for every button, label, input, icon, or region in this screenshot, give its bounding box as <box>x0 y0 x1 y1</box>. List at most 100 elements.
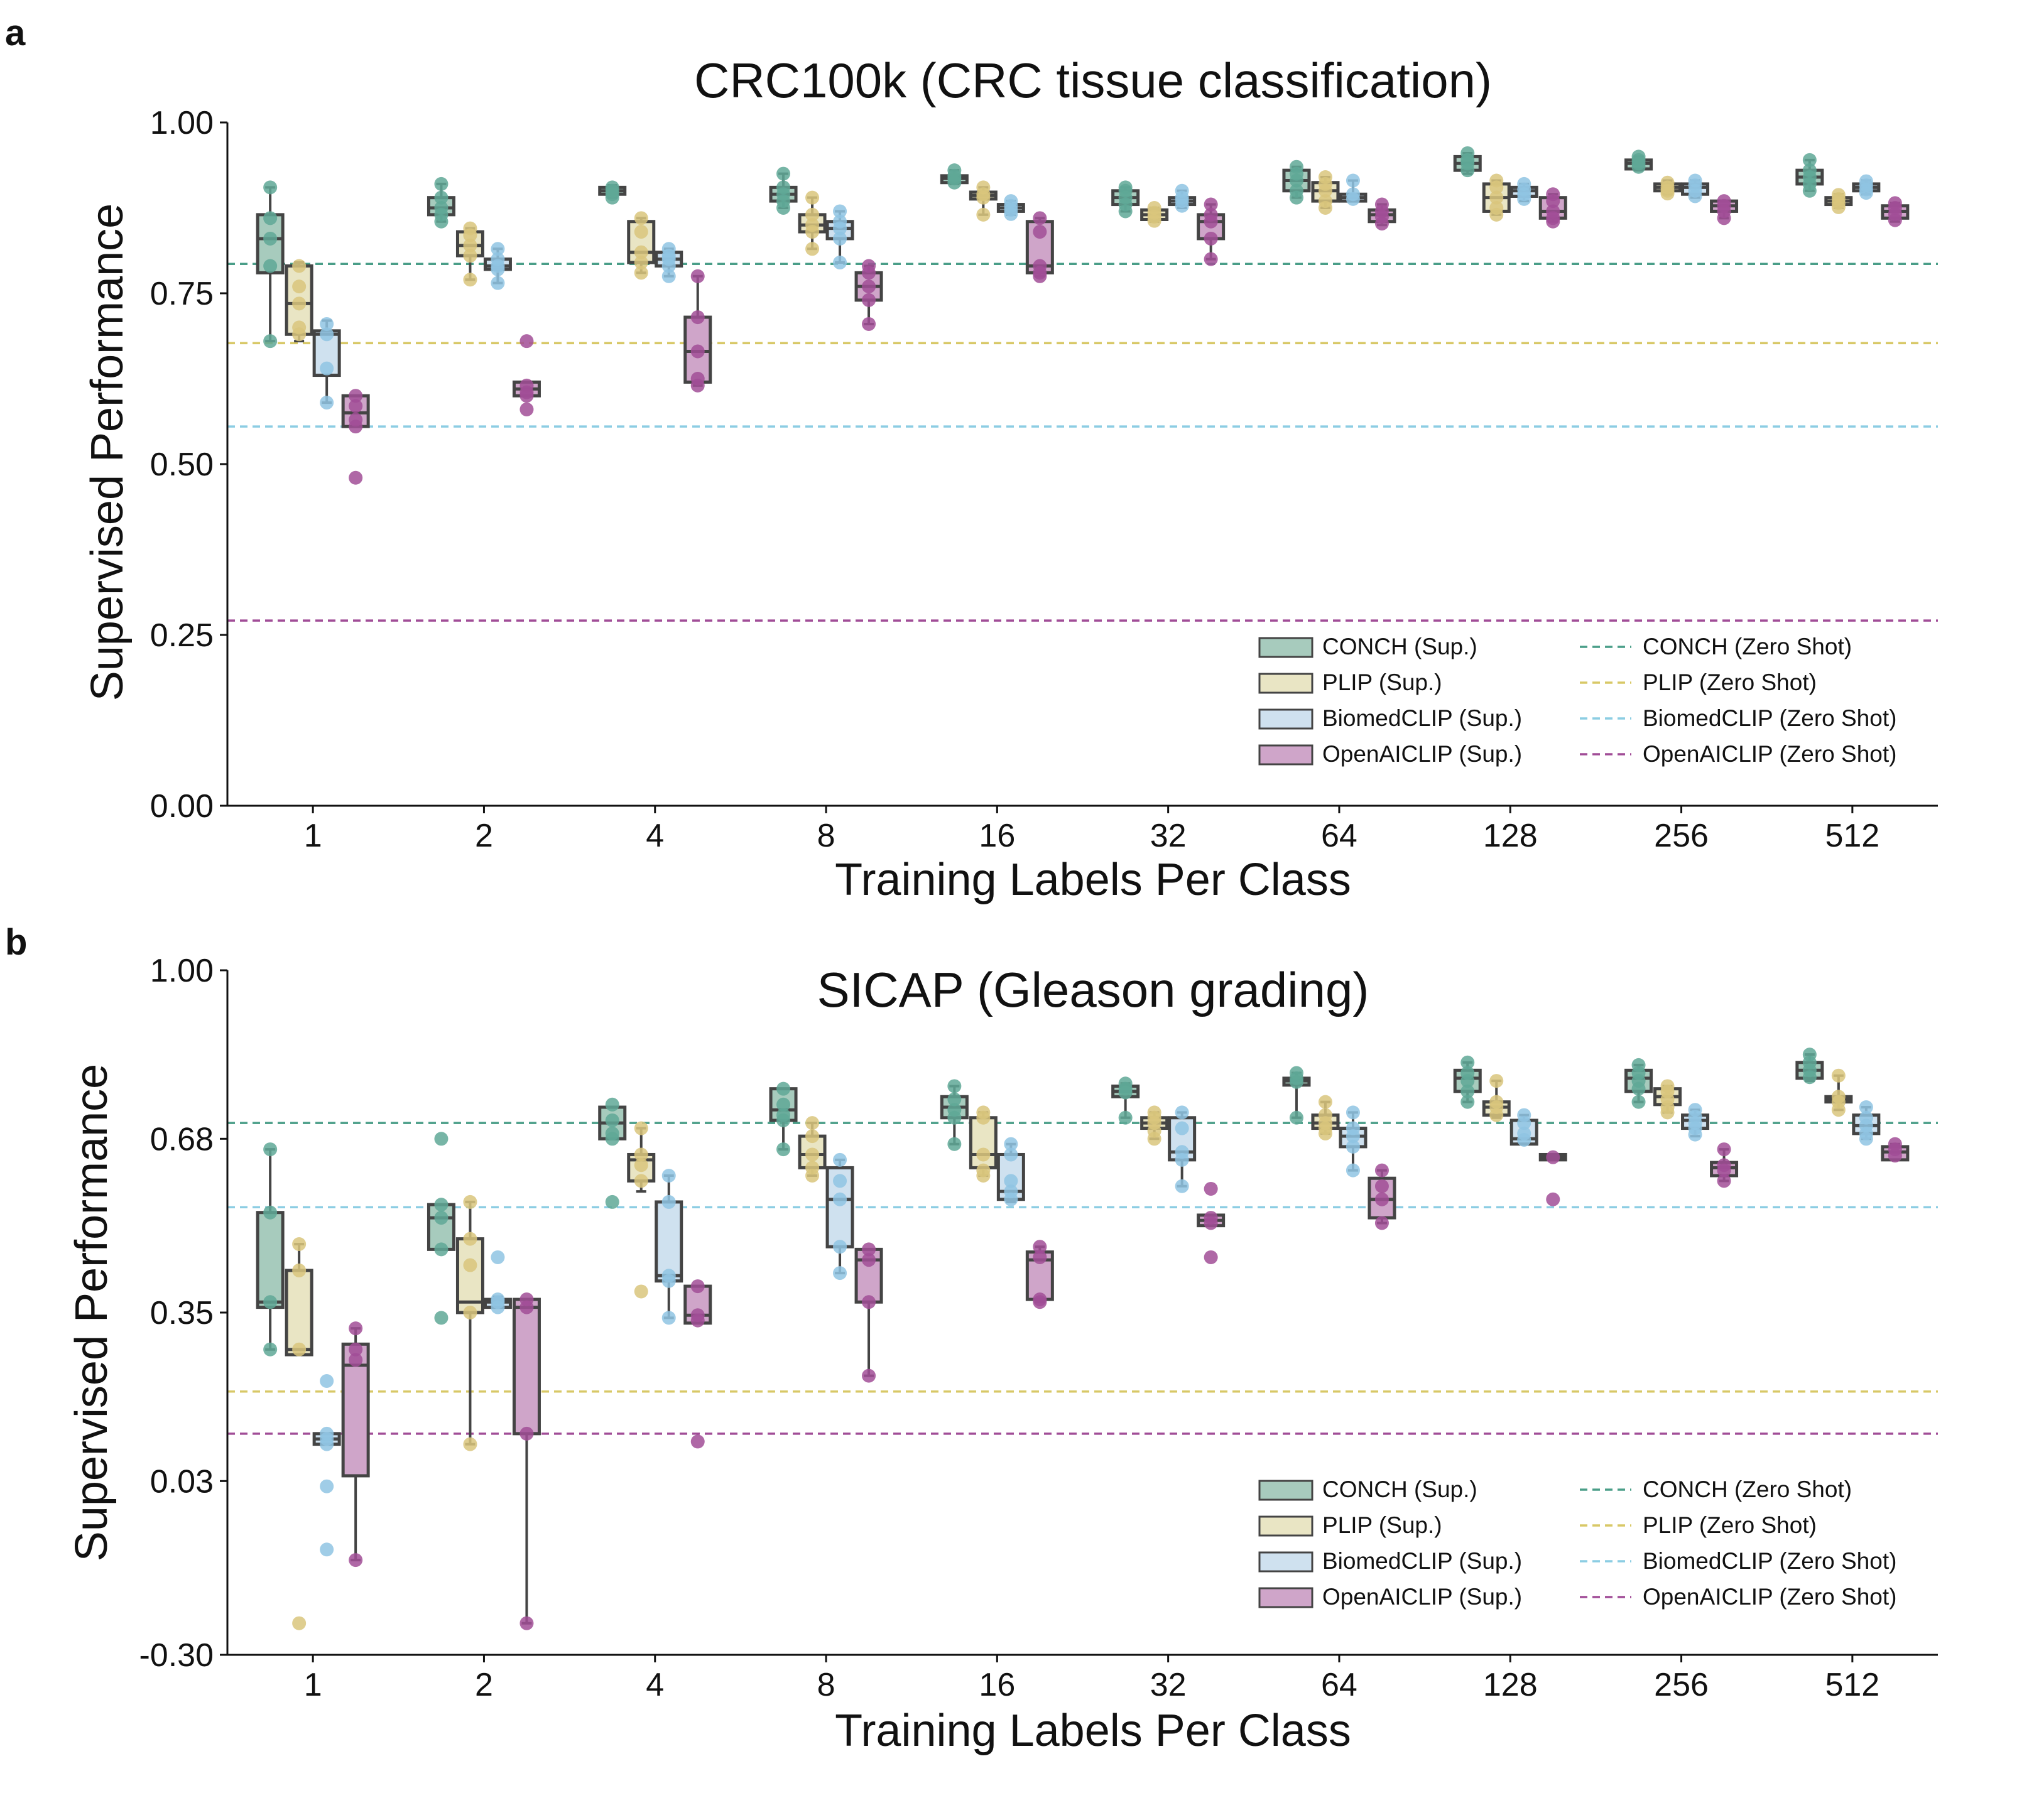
chart-b-openaiclip-sup-512-point-2 <box>1888 1149 1902 1163</box>
chart-b-conch-sup-4-point-3 <box>605 1132 619 1146</box>
chart-b-x-tick-label-32: 32 <box>1150 1667 1187 1703</box>
chart-b-openaiclip-sup-256-point-2 <box>1717 1163 1731 1178</box>
chart-b-x-tick-label-256: 256 <box>1654 1667 1709 1703</box>
chart-a-biomedclip-sup-32-point-3 <box>1175 198 1189 213</box>
chart-b-plip-sup-64-point-4 <box>1318 1126 1332 1140</box>
chart-b-biomedclip-sup-32-point-3 <box>1175 1152 1189 1167</box>
chart-b-openaiclip-sup-1-point-0 <box>349 1321 363 1336</box>
chart-a-conch-sup-1-point-0 <box>263 180 278 195</box>
chart-b-x-tick-label-512: 512 <box>1825 1667 1879 1703</box>
chart-a-y-tick-label-4: 1.00 <box>150 105 214 141</box>
chart-b-openaiclip-sup-32-point-3 <box>1204 1250 1218 1264</box>
chart-a-biomedclip-sup-1-point-2 <box>320 361 334 376</box>
chart-b-conch-sup-16-point-3 <box>947 1110 962 1125</box>
chart-b-biomedclip-sup-4-point-3 <box>661 1274 676 1288</box>
chart-b-openaiclip-sup-32-point-0 <box>1204 1181 1218 1196</box>
chart-b-biomedclip-sup-64-point-0 <box>1346 1105 1360 1120</box>
chart-a-boxes <box>256 146 1910 485</box>
chart-a-conch-sup-64-point-4 <box>1289 190 1303 205</box>
chart-a-plip-sup-8-point-0 <box>805 190 820 205</box>
chart-b-plip-sup-256-point-4 <box>1660 1105 1675 1120</box>
chart-b-conch-sup-2-point-0 <box>434 1132 449 1146</box>
chart-a-legend-label-openaiclip-zero-shot: OpenAICLIP (Zero Shot) <box>1643 741 1896 767</box>
chart-b-y-tick-label-2: 0.35 <box>150 1295 214 1331</box>
chart-b-conch-sup-128-point-2 <box>1460 1074 1475 1088</box>
chart-b-biomedclip-sup-32-point-0 <box>1175 1105 1189 1120</box>
chart-a-biomedclip-sup-2-point-4 <box>491 276 505 290</box>
chart-a-plip-sup-128-point-2 <box>1489 190 1504 205</box>
chart-a-openaiclip-sup-4-point-1 <box>690 310 705 325</box>
chart-a-openaiclip-sup-4-point-2 <box>690 344 705 359</box>
chart-b-zero-shot-lines <box>227 1122 1938 1435</box>
chart-a-x-tick-label-32: 32 <box>1150 818 1187 854</box>
chart-b-legend-label-conch-sup: CONCH (Sup.) <box>1322 1476 1477 1502</box>
chart-b-openaiclip-sup-64-point-2 <box>1374 1192 1389 1206</box>
chart-b-plip-sup-4-point-0 <box>634 1121 648 1135</box>
chart-a-legend-label-plip-sup: PLIP (Sup.) <box>1322 669 1442 695</box>
chart-b-biomedclip-sup-1-point-4 <box>320 1479 334 1493</box>
chart-b-conch-sup-16-point-0 <box>947 1079 962 1093</box>
chart-b-conch-sup-256-point-4 <box>1631 1095 1646 1109</box>
chart-b-x-tick-label-1: 1 <box>304 1667 322 1703</box>
chart-b-biomedclip-sup-4-point-1 <box>661 1194 676 1209</box>
chart-a-x-tick-label-1: 1 <box>304 818 322 854</box>
chart-b-openaiclip-sup-8-point-3 <box>862 1368 876 1383</box>
chart-a-zero-shot-lines <box>227 263 1938 622</box>
chart-a-x-tick-label-2: 2 <box>475 818 493 854</box>
chart-b-openaiclip-sup-8-point-0 <box>862 1242 876 1257</box>
chart-b-conch-sup-1-box <box>256 1211 285 1309</box>
chart-b-biomedclip-sup-256-point-4 <box>1688 1127 1702 1142</box>
chart-b-biomedclip-sup-1-point-5 <box>320 1542 334 1557</box>
chart-a-plip-sup-32-point-3 <box>1147 214 1161 228</box>
chart-a-openaiclip-sup-4-point-0 <box>690 269 705 283</box>
chart-b-plip-sup-16-point-4 <box>976 1169 991 1183</box>
chart-b-legend-swatch-openaiclip-sup <box>1258 1587 1313 1608</box>
chart-a-conch-sup-16-point-3 <box>947 175 962 190</box>
chart-b-openaiclip-sup-16-point-3 <box>1033 1295 1047 1309</box>
chart-a-openaiclip-sup-32-point-0 <box>1204 197 1218 212</box>
chart-a-openaiclip-sup-4-point-4 <box>690 378 705 393</box>
chart-a-biomedclip-sup-8-point-0 <box>833 204 847 219</box>
chart-b-biomedclip-sup-512-point-0 <box>1859 1100 1873 1114</box>
chart-a-conch-sup-1-point-4 <box>263 334 278 349</box>
chart-b-x-tick-label-64: 64 <box>1321 1667 1357 1703</box>
chart-a-plip-sup-1-point-4 <box>292 327 307 342</box>
chart-a-legend: CONCH (Sup.) PLIP (Sup.) BiomedCLIP (Sup.)… <box>1258 634 1896 767</box>
chart-a-openaiclip-sup-16-point-4 <box>1033 269 1047 283</box>
chart-b-openaiclip-sup-64-point-0 <box>1374 1163 1389 1178</box>
chart-a-x-tick-label-512: 512 <box>1825 818 1879 854</box>
chart-a-conch-sup-64-point-2 <box>1289 173 1303 188</box>
chart-b-openaiclip-sup-2-point-1 <box>519 1300 534 1314</box>
chart-b-conch-sup-4-point-1 <box>605 1113 619 1127</box>
chart-b-plip-sup-8-point-2 <box>805 1147 820 1162</box>
chart-b-openaiclip-sup-256-point-0 <box>1717 1142 1731 1157</box>
chart-b-biomedclip-sup-64-point-3 <box>1346 1139 1360 1154</box>
chart-b-x-tick-label-2: 2 <box>475 1667 493 1703</box>
chart-a-openaiclip-sup-8-point-2 <box>862 279 876 294</box>
chart-b-plip-sup-16-point-1 <box>976 1110 991 1125</box>
chart-a-plip-sup-8-point-1 <box>805 207 820 222</box>
chart-a-plip-sup-4-point-3 <box>634 256 648 270</box>
chart-a-plip-sup-1-point-2 <box>292 296 307 311</box>
chart-a-plip-sup-128-point-4 <box>1489 207 1504 222</box>
chart-b-openaiclip-sup-2-box <box>512 1297 541 1436</box>
chart-b-plip-sup-1-point-3 <box>292 1616 307 1630</box>
chart-a-biomedclip-sup-16-point-3 <box>1004 207 1018 221</box>
chart-a-y-tick-label-2: 0.50 <box>150 447 214 483</box>
chart-b-conch-sup-32-point-2 <box>1118 1085 1133 1100</box>
chart-a-biomedclip-sup-2-point-0 <box>491 242 505 256</box>
chart-b-openaiclip-sup-1-point-1 <box>349 1342 363 1357</box>
chart-a-biomedclip-sup-64-point-0 <box>1346 173 1360 188</box>
chart-b-openaiclip-sup-128-point-1 <box>1546 1192 1560 1206</box>
chart-a-legend-swatch-openaiclip-sup <box>1258 744 1313 766</box>
chart-b-plip-sup-1-point-2 <box>292 1342 307 1357</box>
chart-a-conch-sup-8-point-0 <box>776 166 791 181</box>
chart-b-biomedclip-sup-16-point-1 <box>1004 1147 1018 1162</box>
panel-a: a CRC100k (CRC tissue classification) Tr… <box>5 13 1938 905</box>
chart-b-openaiclip-sup-2-point-2 <box>519 1426 534 1441</box>
chart-b-plip-sup-2-point-0 <box>463 1194 477 1209</box>
chart-b-conch-sup-16-point-4 <box>947 1137 962 1151</box>
chart-b-openaiclip-sup-32-point-2 <box>1204 1216 1218 1230</box>
chart-a-plip-sup-2-point-1 <box>463 228 477 242</box>
chart-a-biomedclip-sup-1-point-3 <box>320 396 334 410</box>
